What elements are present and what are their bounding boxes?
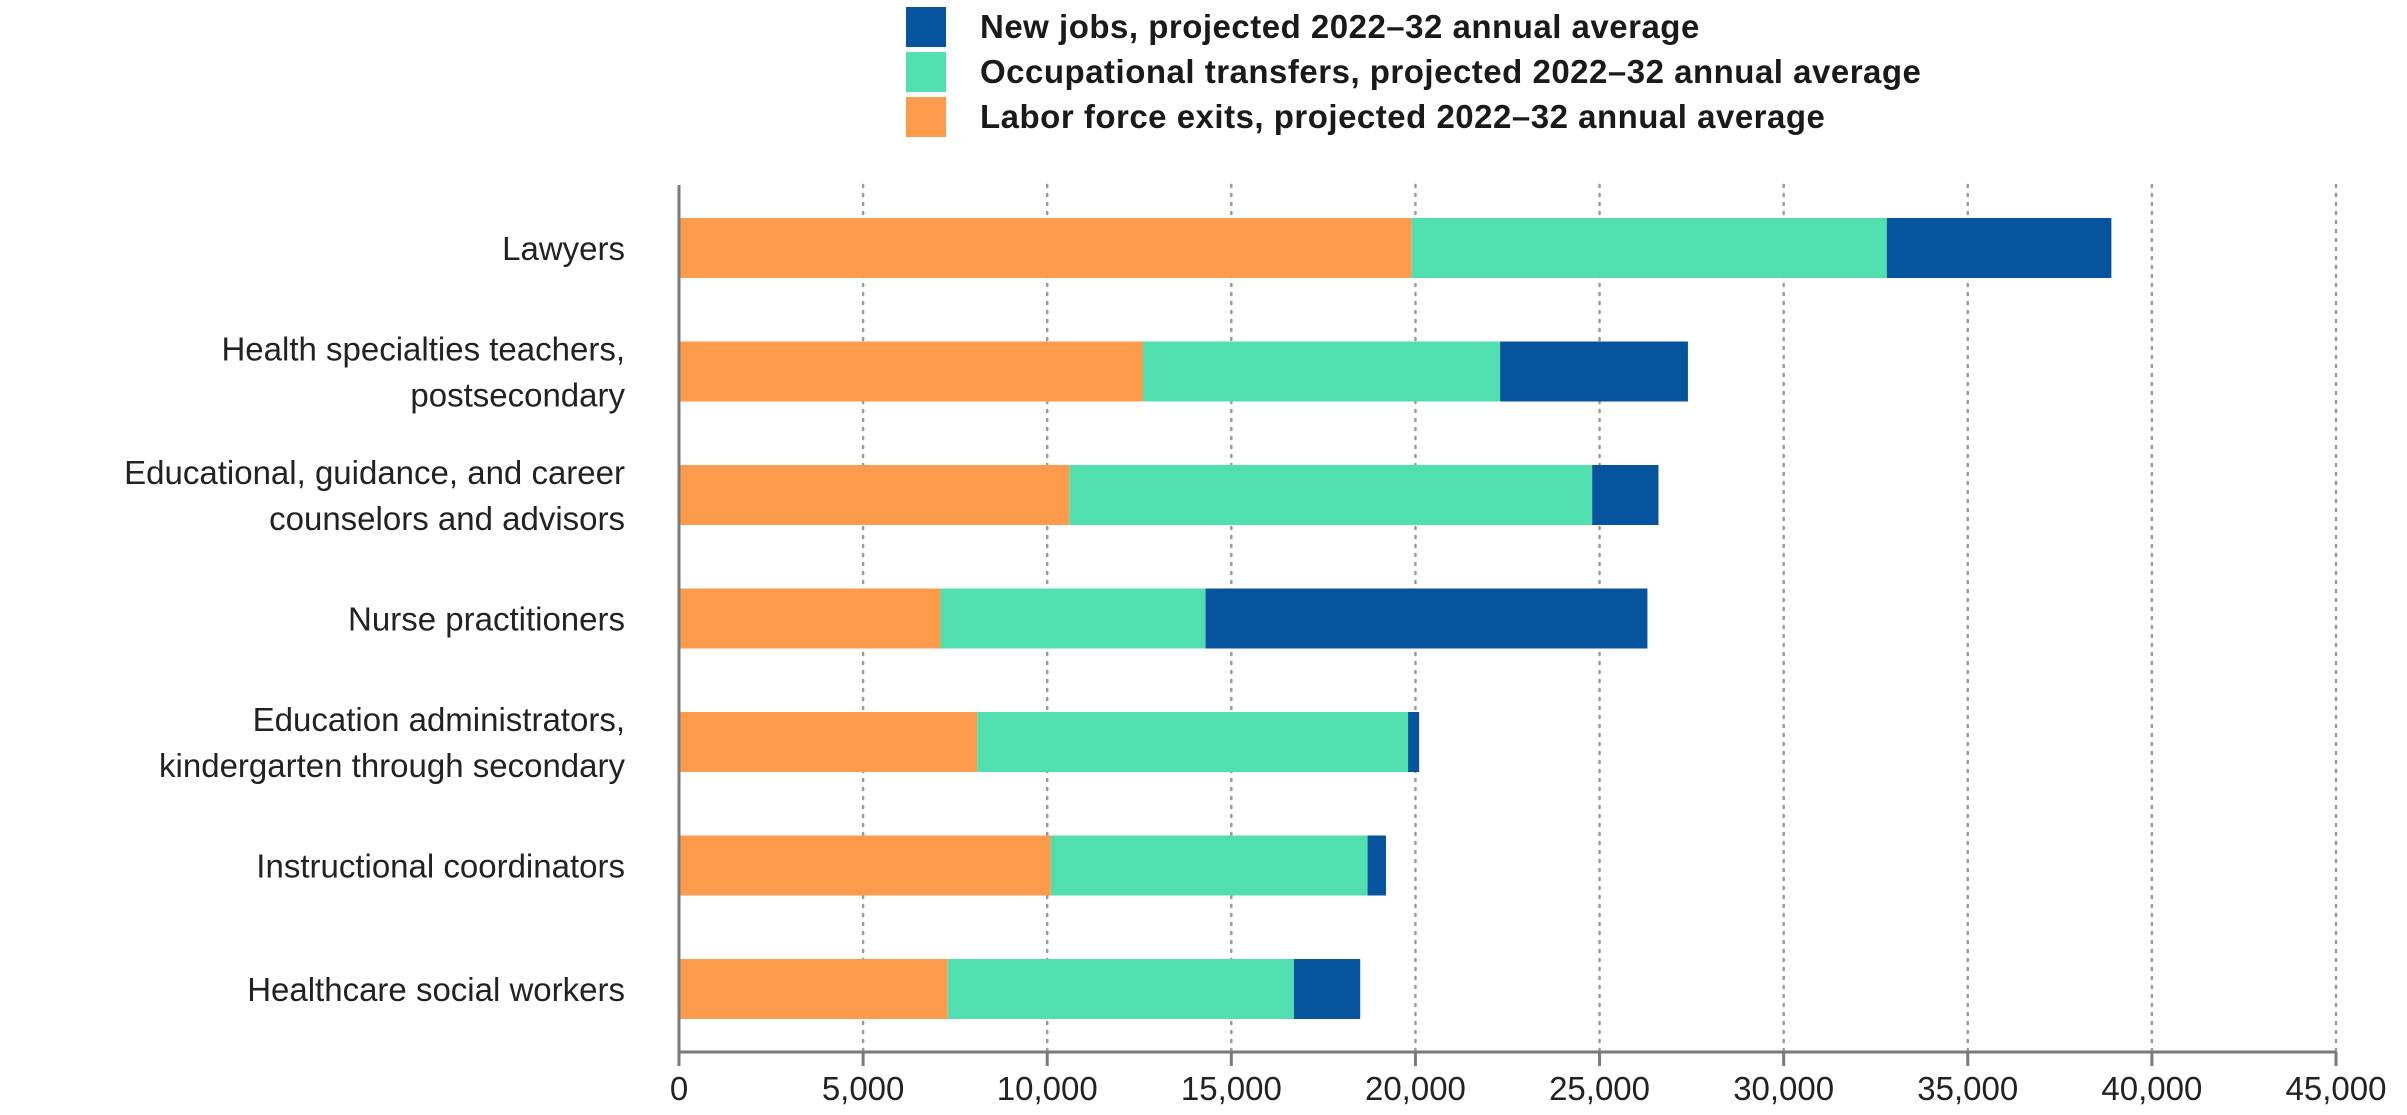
- bar-segment-3-0: [679, 588, 941, 649]
- x-tick-label-0: 0: [670, 1070, 688, 1107]
- bar-segment-5-0: [679, 835, 1051, 896]
- bar-segment-3-1: [940, 588, 1206, 649]
- legend-item-new-jobs[interactable]: New jobs, projected 2022–32 annual avera…: [906, 4, 1921, 49]
- bar-segment-6-2: [1293, 959, 1361, 1019]
- category-label-4-line-1: kindergarten through secondary: [159, 747, 625, 784]
- bar-segment-6-0: [679, 959, 948, 1019]
- axes: [677, 185, 2338, 1066]
- category-label-4-line-0: Education administrators,: [253, 701, 625, 738]
- bar-segment-6-1: [947, 959, 1294, 1019]
- tick-labels: 0 5,000 10,000 15,000 20,000 25,000 30,000 35,0…: [670, 1070, 2387, 1107]
- bar-segment-1-1: [1142, 341, 1501, 402]
- category-label-1-line-0: Health specialties teachers,: [221, 331, 625, 368]
- legend-item-occupational-transfers[interactable]: Occupational transfers, projected 2022–3…: [906, 49, 1921, 94]
- x-tick-label-3: 15,000: [1181, 1070, 1282, 1107]
- x-tick-label-4: 20,000: [1365, 1070, 1466, 1107]
- chart-legend: New jobs, projected 2022–32 annual avera…: [906, 4, 1921, 139]
- category-label-2-line-1: counselors and advisors: [269, 500, 625, 537]
- bar-segment-1-2: [1500, 341, 1688, 402]
- legend-label-occupational-transfers: Occupational transfers, projected 2022–3…: [980, 52, 1922, 90]
- bar-segment-4-0: [679, 712, 978, 772]
- legend-swatch-occupational-transfers: [906, 51, 946, 92]
- bar-segment-5-1: [1050, 835, 1368, 896]
- x-tick-label-1: 5,000: [822, 1070, 905, 1107]
- bar-segment-0-0: [679, 218, 1412, 278]
- bars: [679, 218, 2112, 1019]
- bar-segment-0-2: [1886, 218, 2112, 278]
- x-tick-label-9: 45,000: [2286, 1070, 2387, 1107]
- legend-swatch-new-jobs: [906, 6, 946, 47]
- bar-segment-3-2: [1205, 588, 1648, 649]
- x-tick-label-7: 35,000: [1917, 1070, 2018, 1107]
- bar-segment-5-2: [1367, 835, 1386, 896]
- x-tick-label-8: 40,000: [2101, 1070, 2202, 1107]
- x-tick-label-5: 25,000: [1549, 1070, 1650, 1107]
- category-label-5-line-0: Instructional coordinators: [256, 848, 625, 885]
- legend-label-labor-force-exits: Labor force exits, projected 2022–32 ann…: [980, 97, 1826, 135]
- category-label-6-line-0: Healthcare social workers: [247, 971, 625, 1008]
- category-label-3-line-0: Nurse practitioners: [348, 601, 625, 638]
- category-label-1-line-1: postsecondary: [410, 377, 625, 414]
- bar-segment-2-0: [679, 465, 1070, 525]
- bar-segment-2-1: [1069, 465, 1593, 525]
- legend-swatch-labor-force-exits: [906, 96, 946, 137]
- x-tick-label-6: 30,000: [1733, 1070, 1834, 1107]
- x-tick-label-2: 10,000: [997, 1070, 1098, 1107]
- legend-label-new-jobs: New jobs, projected 2022–32 annual avera…: [980, 7, 1700, 45]
- bar-segment-2-2: [1592, 465, 1659, 525]
- legend-item-labor-force-exits[interactable]: Labor force exits, projected 2022–32 ann…: [906, 94, 1921, 139]
- bar-segment-4-1: [977, 712, 1409, 772]
- bar-segment-0-1: [1411, 218, 1887, 278]
- category-labels: Lawyers Health specialties teachers, posts…: [124, 230, 625, 1008]
- bar-segment-1-0: [679, 341, 1143, 402]
- category-label-0-line-0: Lawyers: [502, 230, 625, 267]
- category-label-2-line-0: Educational, guidance, and career: [124, 454, 625, 491]
- bar-segment-4-2: [1408, 712, 1420, 772]
